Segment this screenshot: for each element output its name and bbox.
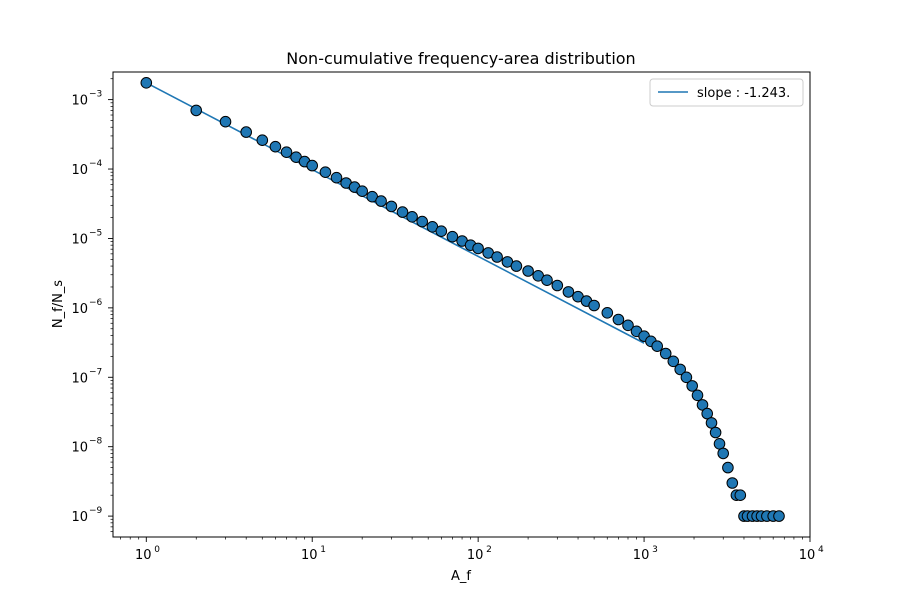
y-tick-exponent: −7 xyxy=(89,367,102,377)
data-point xyxy=(709,426,722,439)
data-point xyxy=(140,77,153,89)
y-tick-exponent: −4 xyxy=(89,159,103,169)
data-point xyxy=(651,340,664,353)
x-tick-exponent: 1 xyxy=(320,545,326,555)
data-point xyxy=(306,159,319,172)
data-point xyxy=(601,307,614,319)
data-point xyxy=(680,371,693,384)
data-point xyxy=(385,200,398,213)
data-point xyxy=(713,438,726,450)
data-point xyxy=(701,407,714,420)
fit-line xyxy=(145,82,645,344)
legend-box xyxy=(649,78,804,107)
data-point xyxy=(491,251,503,263)
y-axis-ticks: 10−910−810−710−610−510−410−3 xyxy=(71,78,113,532)
data-point xyxy=(686,380,699,392)
chart-title: Non-cumulative frequency-area distributi… xyxy=(286,49,635,68)
data-point xyxy=(562,286,575,298)
data-point xyxy=(356,185,369,197)
data-point xyxy=(691,389,704,402)
data-point xyxy=(472,242,484,255)
data-point xyxy=(190,104,202,117)
data-point xyxy=(435,225,448,237)
x-axis-ticks: 10 0 10 1 10 2 10 3 10 4 xyxy=(120,537,824,563)
data-point xyxy=(717,447,730,460)
data-point xyxy=(396,206,409,218)
data-point xyxy=(416,215,429,228)
data-point xyxy=(696,399,709,411)
data-point xyxy=(588,299,600,312)
data-point xyxy=(612,313,625,326)
data-point xyxy=(659,347,672,360)
data-point xyxy=(330,171,343,184)
plot-area xyxy=(140,77,785,522)
x-tick-exponent: 0 xyxy=(154,545,160,555)
y-tick-exponent: −3 xyxy=(89,90,102,100)
data-point xyxy=(667,355,680,368)
data-point xyxy=(722,461,734,474)
data-point xyxy=(256,134,269,146)
data-point xyxy=(446,230,459,243)
y-tick-label: 10 xyxy=(71,302,88,317)
data-point xyxy=(705,417,718,429)
y-tick-exponent: −5 xyxy=(89,228,102,238)
y-tick-label: 10 xyxy=(71,441,88,456)
legend-label: slope : -1.243. xyxy=(697,86,790,101)
data-point xyxy=(240,126,252,138)
data-point xyxy=(375,195,387,207)
data-point xyxy=(551,279,564,292)
y-tick-label: 10 xyxy=(71,94,88,109)
y-tick-exponent: −8 xyxy=(89,437,103,447)
y-axis-label: N_f/N_s xyxy=(51,280,66,328)
x-tick-label: 10 xyxy=(633,548,650,563)
x-tick-label: 10 xyxy=(799,548,816,563)
data-point xyxy=(406,211,418,223)
data-point xyxy=(734,489,747,502)
data-point xyxy=(726,477,739,489)
data-point xyxy=(510,260,523,272)
y-tick-exponent: −9 xyxy=(89,506,103,516)
x-tick-exponent: 4 xyxy=(818,545,824,555)
data-point xyxy=(522,265,534,277)
data-point xyxy=(674,363,687,376)
data-point xyxy=(773,510,785,522)
y-tick-label: 10 xyxy=(71,510,88,525)
data-point xyxy=(280,146,293,158)
data-point xyxy=(319,166,332,178)
axes-frame xyxy=(112,71,811,538)
y-tick-label: 10 xyxy=(71,163,88,178)
x-tick-exponent: 3 xyxy=(652,545,658,555)
x-tick-label: 10 xyxy=(467,548,484,563)
x-axis-label: A_f xyxy=(451,569,471,584)
data-point xyxy=(269,140,282,153)
y-tick-label: 10 xyxy=(71,371,88,386)
data-point xyxy=(622,319,634,332)
legend: slope : -1.243. xyxy=(649,78,804,107)
y-tick-exponent: −6 xyxy=(89,298,103,308)
data-points xyxy=(140,77,785,522)
y-tick-label: 10 xyxy=(71,232,88,247)
x-tick-exponent: 2 xyxy=(486,545,492,555)
x-tick-label: 10 xyxy=(135,548,152,563)
x-tick-label: 10 xyxy=(301,548,318,563)
data-point xyxy=(219,115,232,128)
data-point xyxy=(541,274,553,287)
